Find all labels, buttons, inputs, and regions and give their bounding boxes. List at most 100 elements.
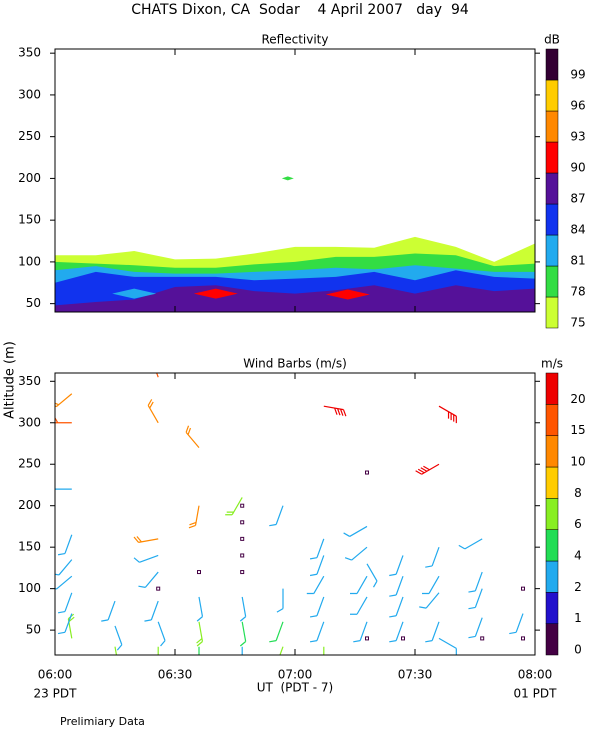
wind-barb [509,613,524,635]
colorbar-box [545,529,559,562]
colorbar-tick-label: 84 [570,223,585,237]
x-axis-label: UT (PDT - 7) [257,681,334,695]
colorbar-tick-label: 1 [574,611,582,625]
colorbar-tick-label: 87 [570,192,585,206]
x-tick-label: 07:30 [398,668,433,682]
wind-barb [425,546,440,568]
colorbar-tick-label: 96 [570,99,585,113]
panel-title: Reflectivity [261,33,328,47]
wind-barb [323,646,325,655]
wind-barb [241,646,243,655]
colorbar-box [545,110,559,143]
footnote: Prelimiary Data [60,715,145,728]
wind-barb [138,571,159,588]
calm-marker [197,570,201,575]
wind-barb [309,555,325,577]
colorbar-box [545,592,559,624]
colorbar-box [545,141,559,174]
wind-barb [156,373,159,378]
wind-barb [114,646,118,655]
y-tick-label: 100 [18,581,41,595]
colorbar-box [545,265,559,298]
wind-barb [114,625,123,651]
wind-barb [458,538,483,550]
colorbar-box [545,560,559,593]
start-label: 23 PDT [34,687,78,701]
wind-barb [309,596,325,618]
wind-barb [279,646,284,655]
y-tick-label: 50 [26,296,41,310]
wind-barb [468,588,483,610]
y-tick-label: 350 [18,374,41,388]
x-tick-label: 06:00 [38,668,73,682]
wind-barb [389,576,404,597]
y-tick-label: 250 [18,457,41,471]
colorbar-tick-label: 15 [570,423,585,437]
calm-marker [240,503,245,508]
wind-barb [350,596,368,615]
wind-barb [157,621,166,647]
wind-barb [185,425,200,449]
wind-barb [239,621,247,647]
contour-band [55,285,535,312]
colorbar-tick-label: 78 [570,285,585,299]
contour-patch [325,289,370,300]
calm-marker [240,570,245,575]
wind-barb [147,399,159,424]
wind-barb [225,497,243,516]
colorbar-label: dB [544,33,560,47]
colorbar-tick-label: 75 [570,316,585,330]
colorbar-tick-label: 2 [574,580,582,594]
wind-barb [438,405,457,424]
wind-barb [306,575,325,595]
colorbar-box [545,623,559,656]
colorbar-box [545,435,559,468]
wind-barb [55,575,73,590]
wind-barb [276,588,284,613]
y-tick-label: 300 [18,87,41,101]
wind-barb [55,488,72,490]
y-tick-label: 100 [18,254,41,268]
x-tick-label: 08:00 [518,668,553,682]
colorbar-tick-label: 6 [574,517,582,531]
wind-barb [438,637,457,655]
wind-barb [389,596,404,618]
calm-marker [521,636,525,641]
wind-barb [323,405,347,417]
colorbar-box [545,466,559,499]
wind-barb [196,621,204,647]
plot-area-1 [55,176,535,312]
colorbar-tick-label: 20 [570,392,585,406]
calm-marker [240,553,245,558]
colorbar-tick-label: 10 [570,455,585,469]
contour-patch [112,288,157,299]
wind-barb [144,600,159,622]
wind-barb [67,613,75,639]
colorbar-box [545,404,559,436]
colorbar-box [545,498,559,530]
wind-barb [468,571,483,593]
wind-barb [309,538,325,560]
colorbar-label: m/s [541,357,563,371]
y-tick-label: 300 [18,415,41,429]
wind-barb [157,646,159,655]
colorbar-box [545,172,559,205]
colorbar-tick-label: 90 [570,161,585,175]
wind-barb [269,621,284,643]
wind-barb [133,536,159,543]
y-tick-label: 350 [18,46,41,60]
colorbar-tick-label: 8 [574,486,582,500]
colorbar-box [545,372,559,405]
wind-barb [55,416,72,424]
wind-barb [196,596,204,622]
wind-barb [415,463,440,475]
calm-marker [365,636,369,641]
frame [54,372,536,656]
colorbar-box [545,79,559,112]
wind-barb [239,596,247,622]
wind-barb [425,621,440,643]
colorbar-box [545,203,559,236]
calm-marker [480,636,485,641]
colorbar-tick-label: 4 [574,549,582,563]
